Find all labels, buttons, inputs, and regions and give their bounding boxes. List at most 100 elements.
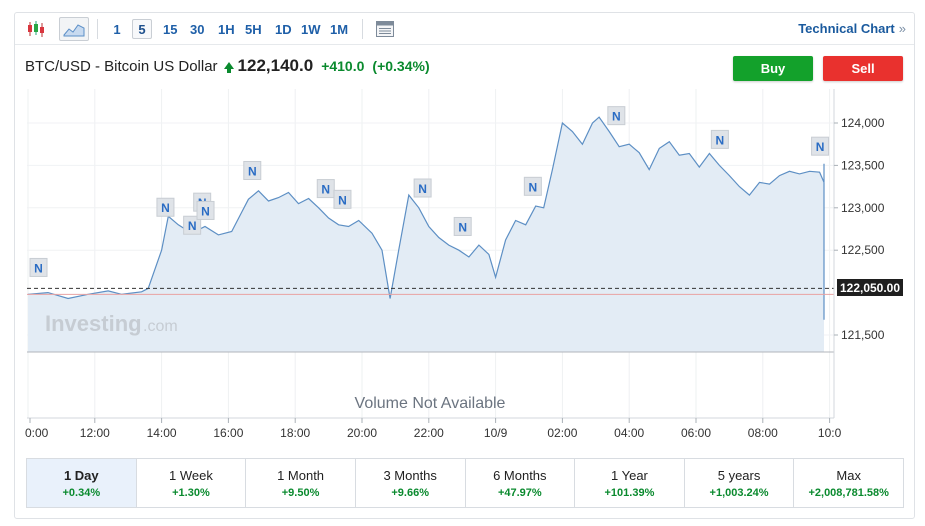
period-change: +2,008,781.58% <box>808 486 889 499</box>
period-1-week[interactable]: 1 Week +1.30% <box>136 459 247 507</box>
y-tick-label: 123,500 <box>841 158 885 172</box>
timeframe-5[interactable]: 5 <box>132 19 152 39</box>
x-tick-label: 22:00 <box>414 426 444 440</box>
technical-chart-link[interactable]: Technical Chart» <box>798 21 906 36</box>
x-tick-label: 08:00 <box>748 426 778 440</box>
area-chart-icon[interactable] <box>59 17 89 41</box>
news-marker: N <box>413 178 432 198</box>
news-marker-box <box>710 129 729 149</box>
news-marker: N <box>183 215 202 235</box>
news-marker-box <box>523 176 542 196</box>
timeframe-30[interactable]: 30 <box>190 21 205 37</box>
investing-watermark-suffix: .com <box>143 318 178 335</box>
toolbar-divider <box>97 19 98 39</box>
news-marker-label: N <box>816 140 825 154</box>
news-marker: N <box>523 176 542 196</box>
period-1-day[interactable]: 1 Day +0.34% <box>27 459 137 507</box>
news-marker: N <box>243 160 262 180</box>
period-change: +47.97% <box>497 486 542 499</box>
news-marker-label: N <box>248 164 257 178</box>
news-marker: N <box>316 179 335 199</box>
arrow-up-icon <box>223 61 234 73</box>
news-marker-label: N <box>529 180 538 194</box>
period-label: 5 years <box>717 467 761 483</box>
instrument-title: BTC/USD - Bitcoin US Dollar <box>25 57 218 75</box>
table-view-icon[interactable] <box>372 17 398 41</box>
news-marker-box <box>243 160 262 180</box>
price-chart[interactable]: Investing .com 124,000 123,500 123,000 122,… <box>15 13 914 458</box>
timeframe-1m[interactable]: 1M <box>330 21 349 37</box>
period-label: 3 Months <box>383 467 437 483</box>
period-max[interactable]: Max +2,008,781.58% <box>794 459 903 507</box>
news-marker: N <box>196 200 215 220</box>
news-marker-label: N <box>418 182 427 196</box>
period-6-months[interactable]: 6 Months +47.97% <box>465 459 576 507</box>
news-marker-box <box>453 216 472 236</box>
timeframe-1h[interactable]: 1H <box>218 21 235 37</box>
news-marker-label: N <box>338 193 347 207</box>
news-markers: NNNNNNNNNNNNNN <box>29 106 830 277</box>
price-chart-svg[interactable]: Investing .com 124,000 123,500 123,000 122,… <box>15 13 914 453</box>
current-price-label: 122,050.00 <box>840 281 900 295</box>
news-marker: N <box>453 216 472 236</box>
technical-chart-label: Technical Chart <box>798 21 895 36</box>
sell-button[interactable]: Sell <box>823 56 903 81</box>
volume-note: Volume Not Available <box>355 395 506 412</box>
news-marker-label: N <box>321 183 330 197</box>
instrument-header: BTC/USD - Bitcoin US Dollar 122,140.0 +4… <box>25 55 430 77</box>
period-label: 1 Day <box>63 467 99 483</box>
news-marker: N <box>333 189 352 209</box>
current-price-badge <box>837 279 903 296</box>
period-1-year[interactable]: 1 Year +101.39% <box>575 459 685 507</box>
period-label: Max <box>836 467 861 483</box>
news-marker-box <box>196 200 215 220</box>
timeframe-1[interactable]: 1 <box>113 21 121 37</box>
news-marker: N <box>156 197 175 217</box>
x-tick-label: 06:00 <box>681 426 711 440</box>
investing-watermark: Investing <box>45 311 142 336</box>
x-tick-label: 0:00 <box>25 426 49 440</box>
buy-button[interactable]: Buy <box>733 56 813 81</box>
y-tick-label: 124,000 <box>841 116 885 130</box>
period-performance-bar: 1 Day +0.34% 1 Week +1.30% 1 Month +9.50… <box>26 458 904 508</box>
news-marker-box <box>183 215 202 235</box>
x-tick-label: 12:00 <box>80 426 110 440</box>
x-tick-label: 10/9 <box>484 426 508 440</box>
news-marker-label: N <box>34 261 43 275</box>
news-marker-box <box>29 257 48 277</box>
news-marker-box <box>413 178 432 198</box>
x-tick-label: 16:00 <box>213 426 243 440</box>
news-marker-box <box>333 189 352 209</box>
news-marker-label: N <box>612 110 621 124</box>
period-change: +9.66% <box>391 486 429 499</box>
x-tick-label: 20:00 <box>347 426 377 440</box>
news-marker-box <box>607 106 626 126</box>
period-label: 1 Month <box>277 467 325 483</box>
timeframe-5h[interactable]: 5H <box>245 21 262 37</box>
period-change: +101.39% <box>604 486 655 499</box>
chart-widget: 1 5 15 30 1H 5H 1D 1W 1M Technical Chart… <box>14 12 915 519</box>
y-tick-label: 122,500 <box>841 243 885 257</box>
timeframe-1w[interactable]: 1W <box>301 21 321 37</box>
period-1-month[interactable]: 1 Month +9.50% <box>246 459 356 507</box>
news-marker: N <box>29 257 48 277</box>
period-label: 6 Months <box>493 467 547 483</box>
news-marker: N <box>607 106 626 126</box>
period-label: 1 Year <box>611 467 648 483</box>
period-5-years[interactable]: 5 years +1,003.24% <box>684 459 795 507</box>
news-marker-box <box>811 136 830 156</box>
x-tick-label: 14:00 <box>147 426 177 440</box>
x-tick-label: 02:00 <box>547 426 577 440</box>
news-marker: N <box>811 136 830 156</box>
news-marker-box <box>156 197 175 217</box>
price-line <box>27 116 825 320</box>
x-axis-ticks: 0:00 12:00 14:00 16:00 18:00 20:00 22:00 10/9 02… <box>25 418 842 440</box>
timeframe-1d[interactable]: 1D <box>275 21 292 37</box>
period-label: 1 Week <box>169 467 213 483</box>
period-3-months[interactable]: 3 Months +9.66% <box>355 459 466 507</box>
timeframe-15[interactable]: 15 <box>163 21 178 37</box>
news-marker-label: N <box>188 219 197 233</box>
period-change: +1.30% <box>172 486 210 499</box>
news-marker-label: N <box>201 204 210 218</box>
candlestick-icon[interactable] <box>23 17 49 41</box>
